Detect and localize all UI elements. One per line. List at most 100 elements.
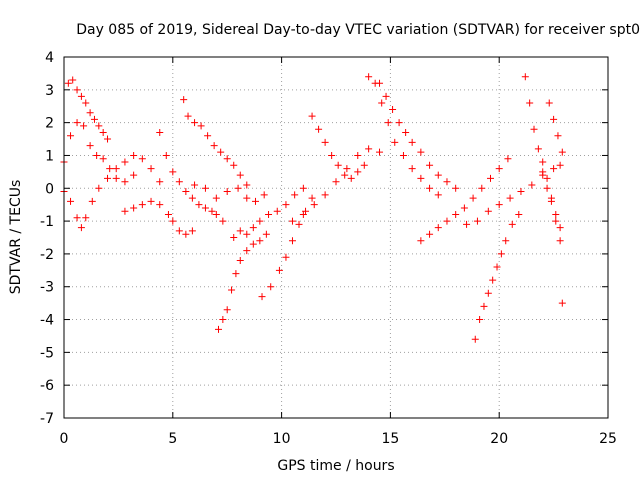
data-point [334,161,342,169]
data-point [175,227,183,235]
x-tick-label: 0 [60,431,69,447]
data-point [291,191,299,199]
data-point [443,178,451,186]
data-point [184,112,192,120]
data-point [256,217,264,225]
y-tick-label: 2 [45,116,54,132]
series-track-c [60,151,164,232]
data-point [99,155,107,163]
data-point [228,286,236,294]
data-point [395,119,403,127]
series-track-g [191,181,268,205]
data-point [208,207,216,215]
data-point [267,283,275,291]
data-point [408,138,416,146]
data-point [219,217,227,225]
data-point [295,220,303,228]
data-point [210,142,218,150]
data-point [434,224,442,232]
data-point [164,211,172,219]
y-tick-label: -4 [40,313,54,329]
data-point [476,316,484,324]
data-point [251,197,259,205]
data-point [391,138,399,146]
data-point [543,174,551,182]
series-track-m [365,73,442,199]
data-point [545,99,553,107]
data-point [95,122,103,130]
data-point [308,112,316,120]
data-point [554,132,562,140]
data-point [399,151,407,159]
data-point [243,194,251,202]
data-point [402,128,410,136]
data-point [526,99,534,107]
data-point [156,128,164,136]
data-point [341,171,349,179]
data-point [497,250,505,258]
data-point [217,148,225,156]
data-point [469,194,477,202]
data-point [162,151,170,159]
data-point [182,188,190,196]
data-point [230,161,238,169]
data-point [471,335,479,343]
data-point [195,201,203,209]
data-point [77,224,85,232]
data-point [484,207,492,215]
data-point [67,197,75,205]
x-tick-label: 25 [599,431,617,447]
data-point [188,194,196,202]
data-point [539,168,547,176]
data-point [156,201,164,209]
data-point [106,165,114,173]
data-point [212,194,220,202]
data-point [495,201,503,209]
data-point [156,178,164,186]
data-point [473,217,481,225]
data-point [308,194,316,202]
series-track-b [64,76,112,143]
data-point [426,184,434,192]
data-point [223,306,231,314]
data-point [130,171,138,179]
series-track-o [417,155,512,245]
data-point [121,158,129,166]
data-point [265,211,273,219]
x-tick-label: 20 [490,431,508,447]
data-point [249,240,257,248]
series-track-k [308,112,368,182]
data-point [360,161,368,169]
data-point [77,92,85,100]
data-point [201,204,209,212]
y-tick-label: -2 [40,247,54,263]
data-point [234,184,242,192]
data-point [547,197,555,205]
y-tick-label: -3 [40,280,54,296]
data-point [282,253,290,261]
data-point [506,194,514,202]
plot-frame [63,56,609,419]
data-point [489,276,497,284]
y-axis-label: SDTVAR / TECUs [8,180,24,295]
data-point [443,217,451,225]
data-point [478,184,486,192]
y-tick-labels: -7 -6 -5 -4 -3 -2 -1 0 1 2 3 4 [40,50,54,427]
data-point [508,220,516,228]
data-point [556,161,564,169]
data-point [138,155,146,163]
data-point [502,237,510,245]
data-point [332,178,340,186]
y-tick-label: -6 [40,378,54,394]
series-track-r [521,73,564,232]
data-point [243,230,251,238]
data-point [321,138,329,146]
data-point [417,237,425,245]
series-track-j [258,194,316,301]
data-point [275,266,283,274]
data-point [515,211,523,219]
data-point [147,165,155,173]
data-point [204,132,212,140]
data-point [321,191,329,199]
